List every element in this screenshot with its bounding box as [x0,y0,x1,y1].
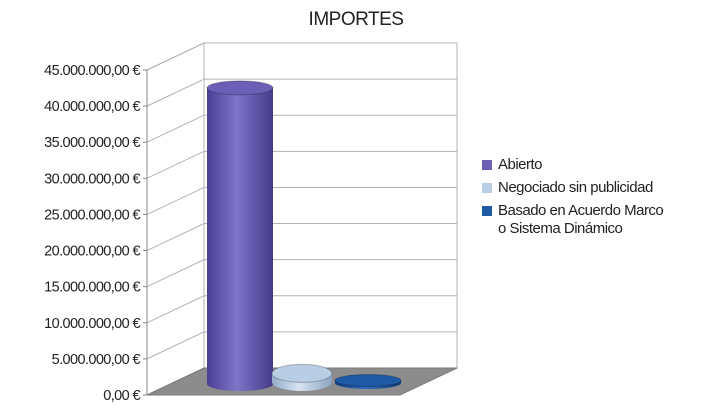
gridline [146,223,457,252]
bar-body [207,87,273,391]
bar-1 [271,363,333,391]
bar-top [206,80,274,96]
y-tick-label: 0,00 € [103,388,140,404]
legend-label: Abierto [498,156,543,173]
side-wall [146,42,205,396]
bar-2 [334,373,402,389]
chart-title: IMPORTES [309,9,404,30]
y-tick-label: 25.000.000,00 € [44,207,140,223]
gridlines [146,42,457,360]
legend-swatch [482,183,492,193]
y-tick-label: 20.000.000,00 € [44,244,140,260]
y-tick-label: 30.000.000,00 € [44,171,140,187]
y-tick-label: 10.000.000,00 € [44,316,140,332]
legend-item-abierto: Abierto [482,156,718,174]
y-tick-label: 5.000.000,00 € [52,352,141,368]
y-tick-label: 35.000.000,00 € [44,135,140,151]
gridline [146,259,457,288]
y-tick-label: 40.000.000,00 € [44,99,140,115]
gridline [146,295,457,324]
plot-walls [146,42,458,396]
y-axis-tick-labels: 0,00 € 5.000.000,00 € 10.000.000,00 € 15.00… [44,63,148,404]
legend-item-negociado: Negociado sin publicidad [482,179,718,197]
bar-0 [206,80,274,391]
y-tick-label: 15.000.000,00 € [44,280,140,296]
legend-swatch [482,206,492,216]
bar-top [334,373,402,387]
gridline [146,186,457,215]
legend-label: Negociado sin publicidad [498,179,653,196]
gridline [146,331,457,360]
legend-swatch [482,160,492,170]
gridline [146,150,457,179]
legend-item-acuerdo-marco: Basado en Acuerdo Marco o Sistema Dinámi… [482,202,718,238]
bars [206,80,402,391]
gridline [146,114,457,143]
gridline [146,78,457,107]
bar-top [271,363,333,383]
legend-label: Basado en Acuerdo Marco o Sistema Dinámi… [498,202,664,237]
gridline [146,42,457,71]
legend: Abierto Negociado sin publicidad Basado … [482,156,718,243]
y-tick-label: 45.000.000,00 € [44,63,140,79]
